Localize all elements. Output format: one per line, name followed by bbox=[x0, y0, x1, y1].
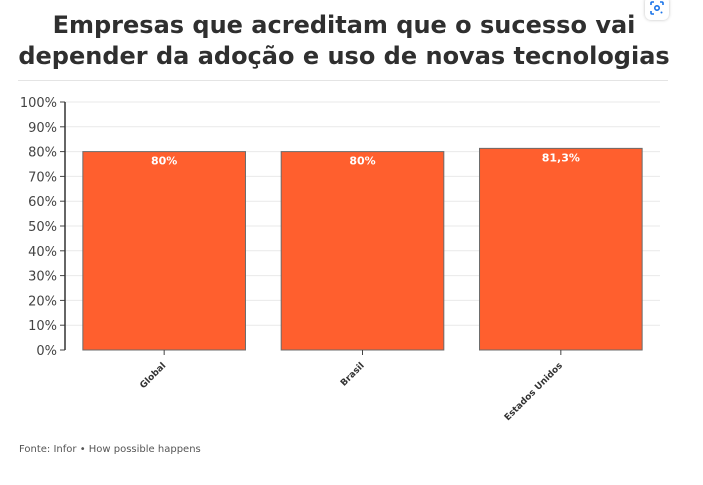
bar bbox=[82, 151, 246, 351]
y-tick-label: 50% bbox=[28, 220, 57, 235]
y-tick-label: 70% bbox=[28, 170, 57, 185]
y-tick-label: 100% bbox=[20, 96, 57, 111]
y-axis-ticks: 0% 10% 20% 30% 40% 50% 60% 70% 80% 90% 100% bbox=[20, 96, 65, 359]
title-divider bbox=[18, 80, 668, 81]
data-label: 80% bbox=[151, 155, 177, 168]
y-tick-label: 30% bbox=[28, 270, 57, 285]
y-tick-label: 80% bbox=[28, 146, 57, 161]
x-axis-ticks: Global Brasil Estados Unidos bbox=[138, 350, 565, 423]
y-tick-label: 10% bbox=[28, 319, 57, 334]
chart-title: Empresas que acreditam que o sucesso vai… bbox=[18, 11, 670, 70]
data-label: 81,3% bbox=[542, 151, 580, 164]
google-lens-icon bbox=[650, 1, 664, 15]
data-labels: 80% 80% 81,3% bbox=[151, 151, 580, 167]
bar bbox=[479, 147, 643, 351]
x-tick-label: Brasil bbox=[339, 361, 367, 389]
y-tick-label: 0% bbox=[36, 344, 57, 359]
data-label: 80% bbox=[349, 155, 375, 168]
bar bbox=[280, 151, 445, 351]
bar-chart: 0%10%20%30%40%50%60%70%80%90%100% 80% 80%… bbox=[20, 96, 660, 423]
x-tick-label: Estados Unidos bbox=[503, 361, 565, 423]
bars bbox=[82, 147, 643, 351]
lens-button[interactable] bbox=[645, 0, 669, 20]
y-tick-label: 60% bbox=[28, 195, 57, 210]
x-tick-label: Global bbox=[138, 361, 168, 391]
source-note: Fonte: Infor • How possible happens bbox=[19, 444, 201, 455]
y-tick-label: 90% bbox=[28, 121, 57, 136]
y-tick-label: 20% bbox=[28, 294, 57, 309]
y-tick-label: 40% bbox=[28, 245, 57, 260]
